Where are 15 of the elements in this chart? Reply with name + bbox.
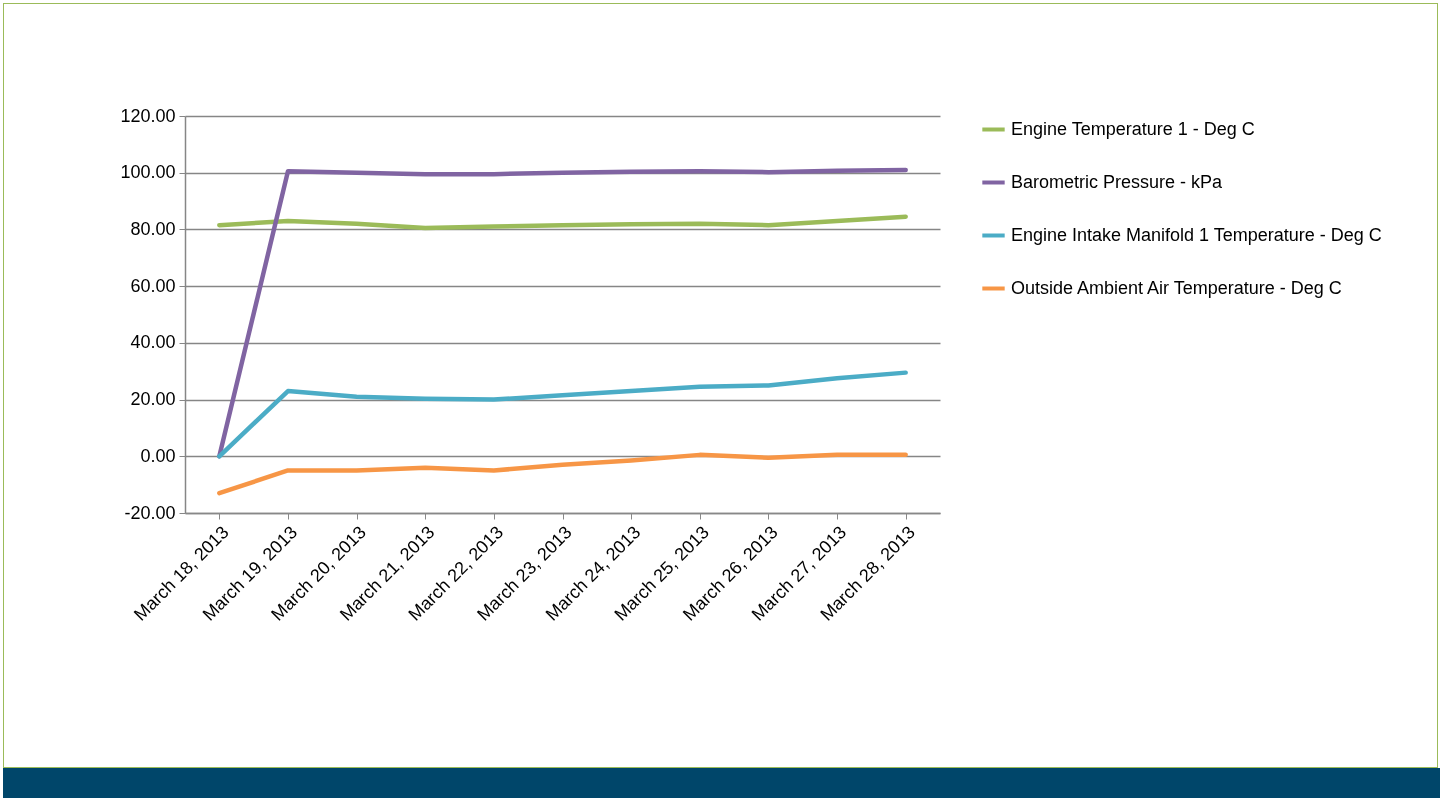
line-series	[217, 452, 908, 496]
y-tick-label: 60.00	[130, 275, 176, 296]
line-series	[217, 370, 908, 459]
y-tick-label: -20.00	[124, 502, 176, 523]
y-tick-label: 100.00	[120, 162, 176, 183]
y-tick-label: 0.00	[140, 445, 176, 466]
y-tick-label: 80.00	[130, 218, 176, 239]
legend-label: Engine Temperature 1 - Deg C	[1011, 118, 1255, 139]
y-tick-label: 40.00	[130, 332, 176, 353]
y-tick-label: 20.00	[130, 389, 176, 410]
y-tick-label: 120.00	[120, 105, 176, 126]
legend-label: Outside Ambient Air Temperature - Deg C	[1011, 277, 1342, 298]
legend-label: Engine Intake Manifold 1 Temperature - Deg C	[1011, 224, 1382, 245]
legend-label: Barometric Pressure - kPa	[1011, 171, 1224, 192]
line-series	[217, 214, 908, 231]
